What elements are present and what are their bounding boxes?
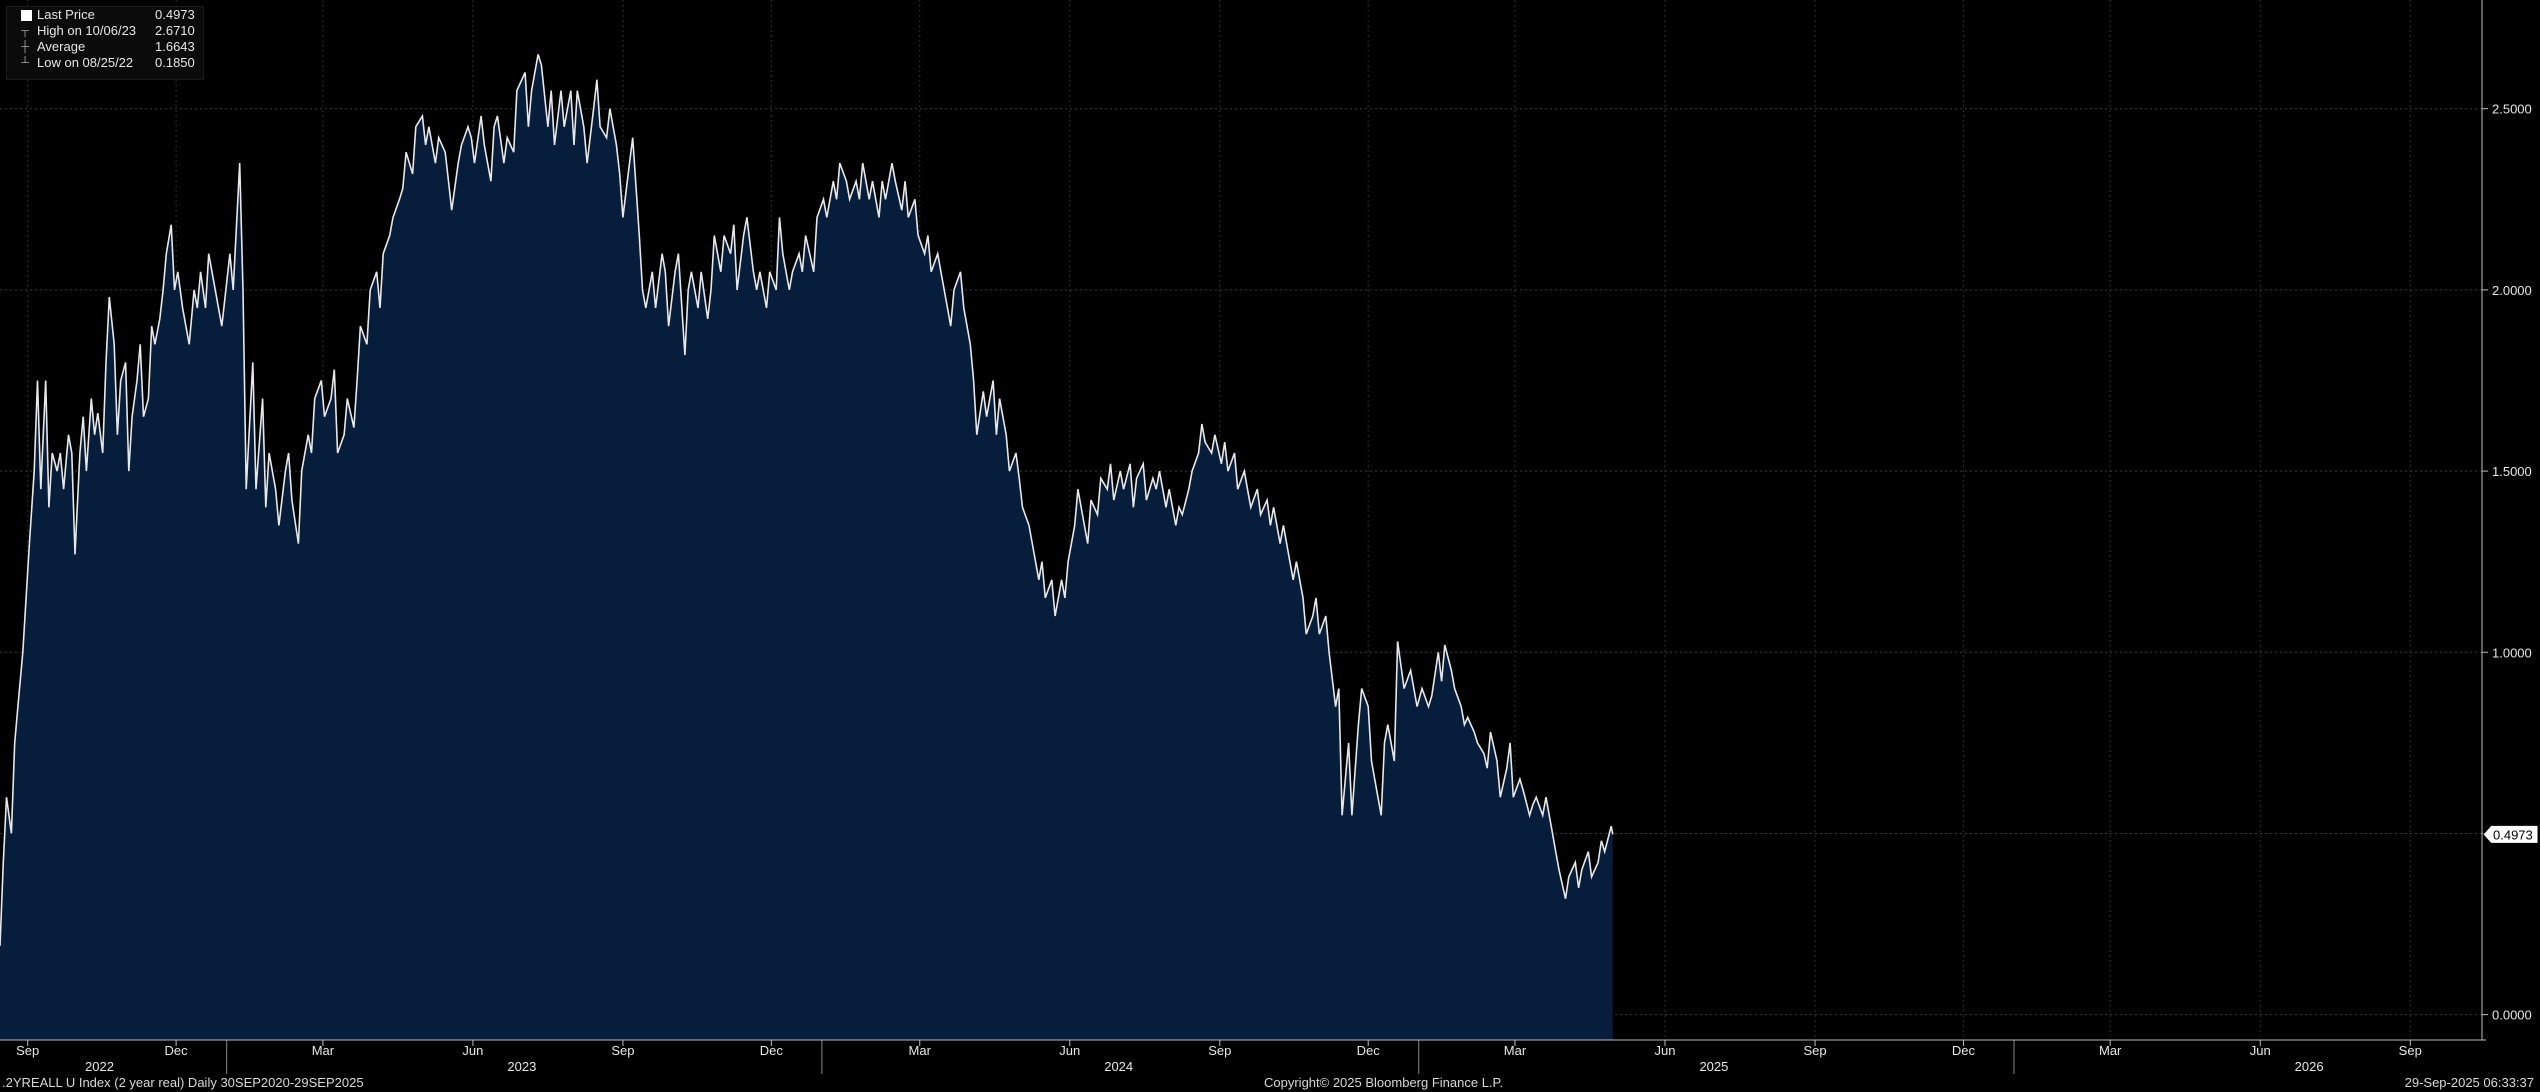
legend-row-low: ┴ Low on 08/25/22 0.1850 <box>7 55 203 71</box>
x-tick-label: Sep <box>611 1043 634 1058</box>
legend-value: 0.4973 <box>155 7 195 22</box>
year-label: 2026 <box>2295 1059 2324 1074</box>
year-dividers <box>226 1040 2015 1074</box>
legend: Last Price 0.4973 ┬ High on 10/06/23 2.6… <box>6 6 204 80</box>
x-tick-label: Mar <box>1504 1043 1527 1058</box>
y-tick-label: 1.5000 <box>2492 464 2532 479</box>
year-label: 2022 <box>85 1059 114 1074</box>
x-tick-label: Dec <box>1357 1043 1381 1058</box>
x-tick-label: Mar <box>909 1043 932 1058</box>
legend-label: Average <box>37 39 86 54</box>
x-tick-label: Jun <box>2250 1043 2271 1058</box>
legend-label: High on 10/06/23 <box>37 23 137 38</box>
low-marker-icon: ┴ <box>21 57 29 69</box>
x-tick-label: Sep <box>2399 1043 2422 1058</box>
x-tick-label: Mar <box>312 1043 335 1058</box>
price-line <box>0 54 1614 946</box>
y-tick-label: 2.5000 <box>2492 102 2532 117</box>
x-tick-label: Sep <box>16 1043 39 1058</box>
x-tick-label: Jun <box>462 1043 483 1058</box>
x-axis-ticks: Sep Dec Mar Jun Sep Dec Mar Jun Sep Dec Mar Jun Sep D… <box>16 1040 2422 1074</box>
average-marker-icon: ┼ <box>21 41 29 53</box>
x-tick-label: Dec <box>1952 1043 1976 1058</box>
copyright: Copyright© 2025 Bloomberg Finance L.P. <box>1264 1075 1504 1090</box>
year-label: 2024 <box>1104 1059 1133 1074</box>
timestamp: 29-Sep-2025 06:33:37 <box>2404 1075 2534 1090</box>
axes <box>0 0 2486 1041</box>
x-tick-label: Sep <box>1803 1043 1826 1058</box>
legend-value: 0.1850 <box>155 55 195 70</box>
x-tick-label: Jun <box>1655 1043 1676 1058</box>
price-area <box>0 54 1613 1040</box>
square-icon <box>21 10 32 21</box>
footer: .2YREALL U Index (2 year real) Daily 30S… <box>0 1074 2540 1092</box>
x-tick-label: Jun <box>1059 1043 1080 1058</box>
legend-value: 1.6643 <box>155 39 195 54</box>
legend-row-last-price: Last Price 0.4973 <box>7 7 203 23</box>
x-tick-label: Dec <box>760 1043 784 1058</box>
last-price-label: 0.4973 <box>2493 827 2533 842</box>
year-label: 2023 <box>507 1059 536 1074</box>
legend-value: 2.6710 <box>155 23 195 38</box>
year-label: 2025 <box>1699 1059 1728 1074</box>
x-tick-label: Dec <box>165 1043 189 1058</box>
y-tick-label: 0.0000 <box>2492 1008 2532 1023</box>
legend-label: Low on 08/25/22 <box>37 55 134 70</box>
legend-label: Last Price <box>37 7 95 22</box>
last-price-marker: 0.4973 <box>2482 824 2539 844</box>
y-tick-label: 1.0000 <box>2492 645 2532 660</box>
y-tick-label: 2.0000 <box>2492 283 2532 298</box>
legend-row-high: ┬ High on 10/06/23 2.6710 <box>7 23 203 39</box>
last-price-tag <box>2482 824 2539 844</box>
security-description: .2YREALL U Index (2 year real) Daily 30S… <box>2 1075 364 1090</box>
x-tick-label: Sep <box>1208 1043 1231 1058</box>
high-marker-icon: ┬ <box>21 25 29 37</box>
x-tick-label: Mar <box>2099 1043 2122 1058</box>
legend-row-average: ┼ Average 1.6643 <box>7 39 203 55</box>
